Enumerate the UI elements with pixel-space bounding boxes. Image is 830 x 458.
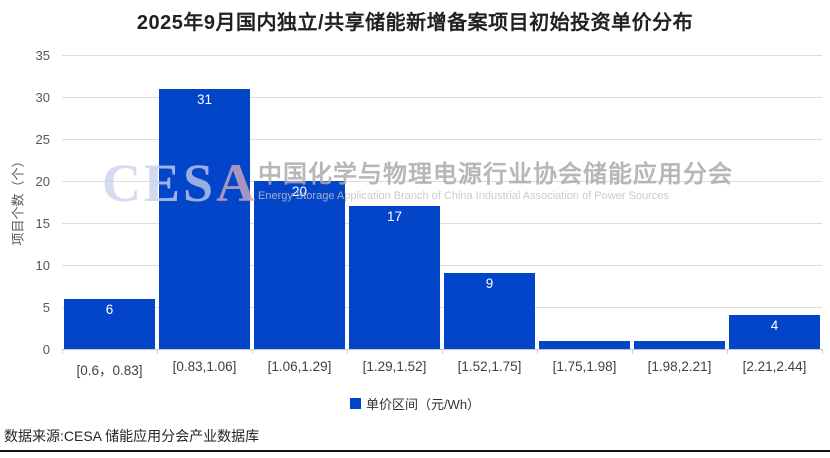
bottom-divider <box>0 450 830 452</box>
chart-title: 2025年9月国内独立/共享储能新增备案项目初始投资单价分布 <box>136 12 694 34</box>
bar <box>634 340 725 349</box>
bar-slot: 31 <box>157 55 252 349</box>
bar: 4 <box>729 315 820 349</box>
y-tick-label: 25 <box>35 132 50 147</box>
bar-slot <box>537 55 632 349</box>
y-tick-label: 35 <box>35 48 50 63</box>
gridline <box>62 139 822 140</box>
bar-slot: 17 <box>347 55 442 349</box>
x-tick-label: [1.98,2.21] <box>647 359 712 374</box>
bar: 17 <box>349 206 440 349</box>
legend-label: 单价区间（元/Wh） <box>365 397 481 412</box>
legend-swatch-icon <box>349 398 361 409</box>
x-tick <box>442 349 443 354</box>
gridline <box>62 97 822 98</box>
gridline <box>62 223 822 224</box>
y-tick-label: 10 <box>35 258 50 273</box>
bar-value-label: 9 <box>485 276 494 292</box>
x-tick-label: [1.29,1.52] <box>362 359 427 374</box>
bar-slot: 4 <box>727 55 822 349</box>
x-tick <box>727 349 728 354</box>
x-tick <box>632 349 633 354</box>
y-tick-label: 0 <box>42 342 50 357</box>
x-tick <box>822 349 823 354</box>
y-tick-label: 20 <box>35 174 50 189</box>
y-tick-label: 5 <box>42 300 50 315</box>
x-tick <box>347 349 348 354</box>
x-axis-labels: [0.6，0.83] [0.83,1.06] [1.06,1.29] [1.29,1.… <box>62 359 822 379</box>
gridline <box>62 55 822 56</box>
x-tick-label: [2.21,2.44] <box>742 359 807 374</box>
bar: 31 <box>159 88 250 349</box>
gridline <box>62 181 822 182</box>
bar-value-label: 31 <box>196 91 213 107</box>
bar-slot: 20 <box>252 55 347 349</box>
bar <box>539 340 630 349</box>
bar-value-label: 6 <box>105 301 114 317</box>
x-tick <box>252 349 253 354</box>
gridline <box>62 307 822 308</box>
x-tick <box>537 349 538 354</box>
bar-series: 6 31 20 17 9 4 <box>62 55 822 349</box>
data-source-note: 数据来源:CESA 储能应用分会产业数据库 <box>4 428 260 444</box>
x-tick-label: [1.75,1.98] <box>552 359 617 374</box>
bar: 20 <box>254 181 345 349</box>
legend: 单价区间（元/Wh） <box>0 394 830 413</box>
gridline <box>62 265 822 266</box>
x-tick-label: [0.83,1.06] <box>172 359 237 374</box>
bar-slot <box>632 55 727 349</box>
x-tick-label: [0.6，0.83] <box>76 363 143 378</box>
x-tick <box>157 349 158 354</box>
bar: 9 <box>444 273 535 349</box>
bar-value-label: 20 <box>291 184 308 199</box>
x-tick <box>62 349 63 354</box>
bar-slot: 6 <box>62 55 157 349</box>
bar-value-label: 4 <box>770 318 779 334</box>
y-axis-title: 项目个数（个） <box>10 154 26 246</box>
y-tick-label: 30 <box>35 90 50 105</box>
bar: 6 <box>64 298 155 349</box>
bar-value-label: 17 <box>386 209 403 225</box>
bar-slot: 9 <box>442 55 537 349</box>
y-tick-label: 15 <box>35 216 50 231</box>
x-tick-label: [1.52,1.75] <box>457 359 522 374</box>
x-tick-label: [1.06,1.29] <box>267 359 332 374</box>
